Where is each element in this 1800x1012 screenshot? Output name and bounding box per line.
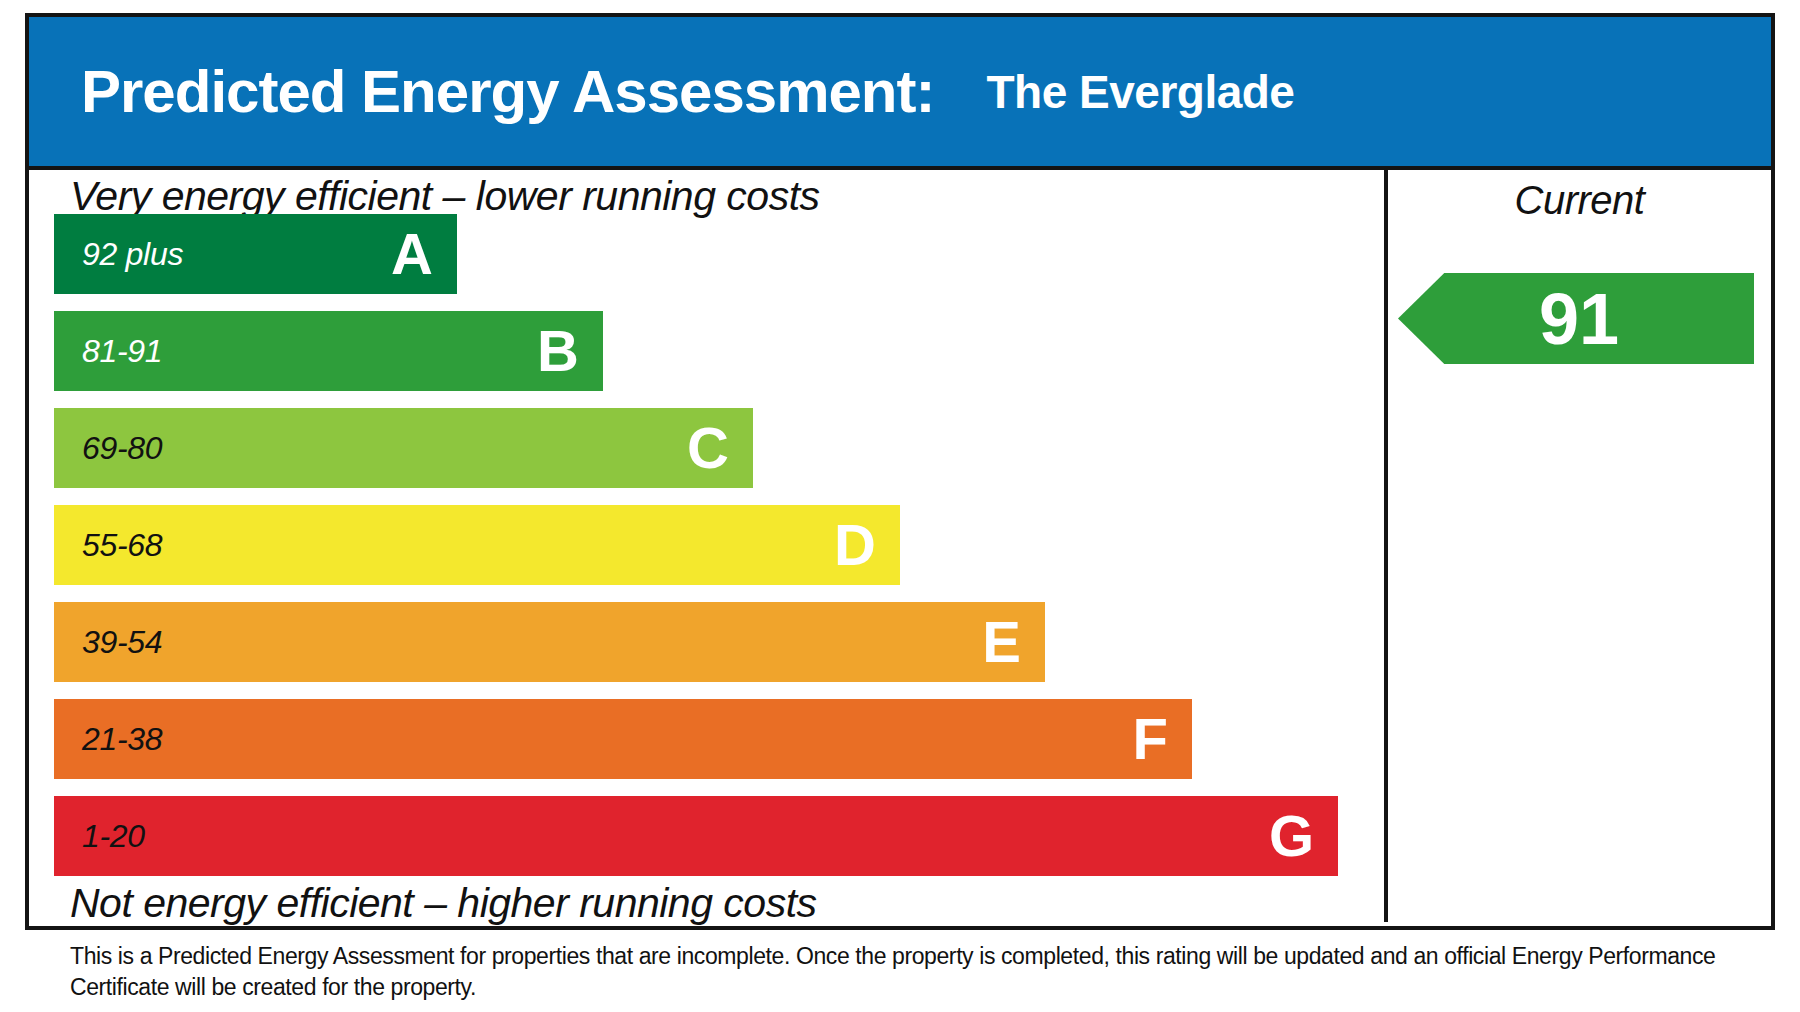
band-range-label: 21-38 <box>82 721 162 758</box>
certificate-body: Very energy efficient – lower running co… <box>29 170 1771 922</box>
band-grade-letter: C <box>687 419 729 477</box>
band-grade-letter: A <box>391 225 433 283</box>
band-range-label: 1-20 <box>82 818 145 855</box>
header-banner: Predicted Energy Assessment: The Evergla… <box>29 17 1771 170</box>
rating-band-row-c: 69-80 C <box>54 408 753 488</box>
rating-chart-panel: Very energy efficient – lower running co… <box>29 170 1388 922</box>
current-rating-panel: Current 91 <box>1388 170 1771 922</box>
rating-band-row-e: 39-54 E <box>54 602 1045 682</box>
band-grade-letter: G <box>1269 807 1314 865</box>
band-range-label: 69-80 <box>82 430 162 467</box>
current-rating-value: 91 <box>1533 283 1619 355</box>
band-range-label: 55-68 <box>82 527 162 564</box>
predicted-energy-assessment-page: Predicted Energy Assessment: The Evergla… <box>0 0 1800 1012</box>
bottom-caption: Not energy efficient – higher running co… <box>70 880 817 927</box>
rating-band-row-f: 21-38 F <box>54 699 1192 779</box>
rating-bands: 92 plus A 81-91 B 69-80 C 55-68 D 39-54 … <box>54 214 1384 876</box>
energy-assessment-box: Predicted Energy Assessment: The Evergla… <box>25 13 1775 930</box>
band-range-label: 39-54 <box>82 624 162 661</box>
band-grade-letter: E <box>982 613 1021 671</box>
band-grade-letter: F <box>1133 710 1168 768</box>
rating-band-row-d: 55-68 D <box>54 505 900 585</box>
rating-band-row-g: 1-20 G <box>54 796 1338 876</box>
page-title: Predicted Energy Assessment: <box>81 57 934 126</box>
rating-band-row-b: 81-91 B <box>54 311 603 391</box>
current-column-heading: Current <box>1388 178 1771 223</box>
band-range-label: 92 plus <box>82 236 183 273</box>
footer-note: This is a Predicted Energy Assessment fo… <box>70 941 1760 1003</box>
rating-band-row-a: 92 plus A <box>54 214 457 294</box>
current-rating-arrow: 91 <box>1398 271 1754 366</box>
top-caption: Very energy efficient – lower running co… <box>70 173 820 220</box>
property-name: The Everglade <box>986 65 1294 119</box>
band-range-label: 81-91 <box>82 333 162 370</box>
band-grade-letter: D <box>834 516 876 574</box>
band-grade-letter: B <box>537 322 579 380</box>
